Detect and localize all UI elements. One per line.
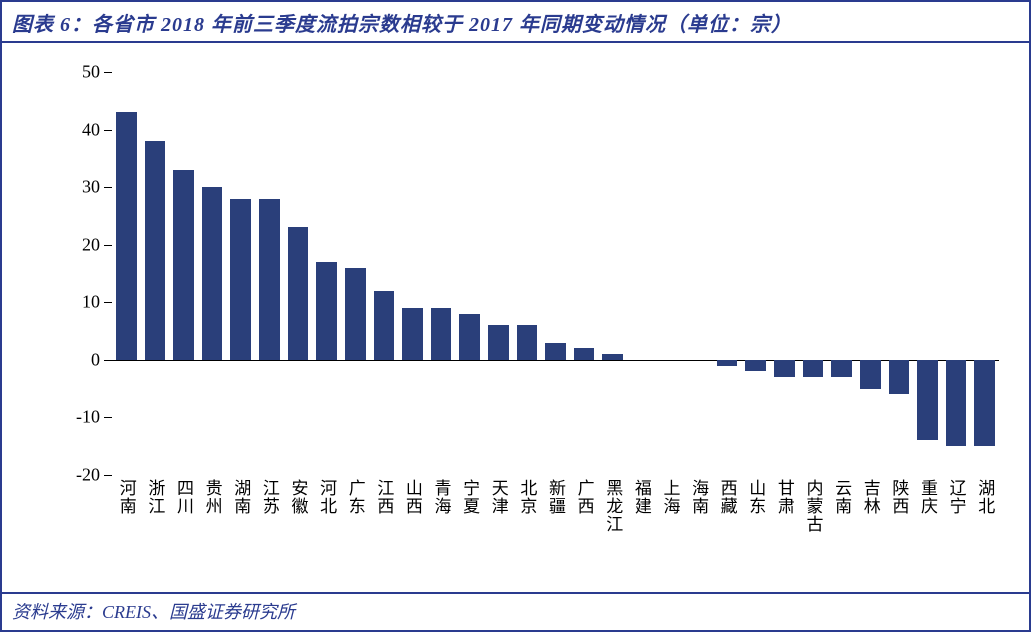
x-category-label: 河南: [114, 479, 139, 515]
y-tick: [104, 187, 112, 188]
bar: [345, 268, 366, 360]
y-tick-label: 10: [60, 292, 100, 313]
x-category-label: 江苏: [257, 479, 282, 515]
bar: [717, 360, 738, 366]
bar: [974, 360, 995, 446]
y-tick: [104, 72, 112, 73]
x-category-label: 青海: [429, 479, 454, 515]
x-category-label: 天津: [486, 479, 511, 515]
x-category-label: 上海: [657, 479, 682, 515]
plot-area: -20-1001020304050河南浙江四川贵州湖南江苏安徽河北广东江西山西青…: [112, 72, 999, 475]
x-category-label: 辽宁: [944, 479, 969, 515]
x-category-label: 西藏: [715, 479, 740, 515]
x-category-label: 江西: [371, 479, 396, 515]
x-category-label: 黑龙江: [600, 479, 625, 533]
bar: [116, 112, 137, 360]
x-category-label: 内蒙古: [801, 479, 826, 533]
x-category-label: 山东: [743, 479, 768, 515]
x-category-label: 宁夏: [457, 479, 482, 515]
chart-source-text: 资料来源：CREIS、国盛证券研究所: [12, 602, 295, 622]
bar: [173, 170, 194, 360]
bar: [774, 360, 795, 377]
bar: [602, 354, 623, 360]
x-category-label: 河北: [314, 479, 339, 515]
bar: [803, 360, 824, 377]
x-category-label: 广西: [572, 479, 597, 515]
x-category-label: 甘肃: [772, 479, 797, 515]
bar: [374, 291, 395, 360]
y-tick: [104, 417, 112, 418]
bar: [860, 360, 881, 389]
y-tick-label: 30: [60, 177, 100, 198]
y-tick-label: 20: [60, 234, 100, 255]
y-tick-label: 50: [60, 62, 100, 83]
bar: [545, 343, 566, 360]
x-category-label: 安徽: [285, 479, 310, 515]
y-tick: [104, 475, 112, 476]
bar: [946, 360, 967, 446]
y-tick-label: 0: [60, 349, 100, 370]
x-category-label: 福建: [629, 479, 654, 515]
chart-area: -20 -10 0 10 20 30 40 50 河南浙江四川贵州湖南江苏安徽河北广东江西山西青…: [62, 52, 1009, 570]
y-tick-label: 40: [60, 119, 100, 140]
x-category-label: 四川: [171, 479, 196, 515]
y-tick: [104, 360, 112, 361]
x-category-label: 吉林: [858, 479, 883, 515]
chart-title-text: 各省市 2018 年前三季度流拍宗数相较于 2017 年同期变动情况（单位：宗）: [92, 14, 792, 36]
chart-source: 资料来源：CREIS、国盛证券研究所: [2, 592, 1029, 630]
x-category-label: 重庆: [915, 479, 940, 515]
bar: [889, 360, 910, 395]
chart-title-prefix: 图表 6: [12, 14, 71, 36]
x-category-label: 湖南: [228, 479, 253, 515]
bar: [202, 187, 223, 360]
bar: [259, 199, 280, 360]
chart-figure: 图表 6：各省市 2018 年前三季度流拍宗数相较于 2017 年同期变动情况（…: [0, 0, 1031, 632]
chart-title-sep: ：: [71, 14, 92, 36]
bar: [145, 141, 166, 360]
x-category-label: 新疆: [543, 479, 568, 515]
bar: [831, 360, 852, 377]
x-category-label: 云南: [829, 479, 854, 515]
bar: [431, 308, 452, 360]
bar: [459, 314, 480, 360]
x-category-label: 海南: [686, 479, 711, 515]
bar: [745, 360, 766, 372]
y-tick-label: -10: [60, 407, 100, 428]
bar: [402, 308, 423, 360]
y-tick: [104, 245, 112, 246]
x-category-label: 浙江: [142, 479, 167, 515]
x-category-label: 湖北: [972, 479, 997, 515]
x-category-label: 北京: [514, 479, 539, 515]
bar: [230, 199, 251, 360]
chart-title: 图表 6：各省市 2018 年前三季度流拍宗数相较于 2017 年同期变动情况（…: [2, 2, 1029, 43]
x-category-label: 山西: [400, 479, 425, 515]
bar: [574, 348, 595, 360]
x-category-label: 广东: [343, 479, 368, 515]
bar: [316, 262, 337, 360]
x-category-label: 贵州: [200, 479, 225, 515]
y-tick: [104, 130, 112, 131]
bar: [517, 325, 538, 360]
y-tick: [104, 302, 112, 303]
y-tick-label: -20: [60, 465, 100, 486]
x-category-label: 陕西: [886, 479, 911, 515]
bar: [488, 325, 509, 360]
bar: [917, 360, 938, 441]
bar: [288, 227, 309, 359]
